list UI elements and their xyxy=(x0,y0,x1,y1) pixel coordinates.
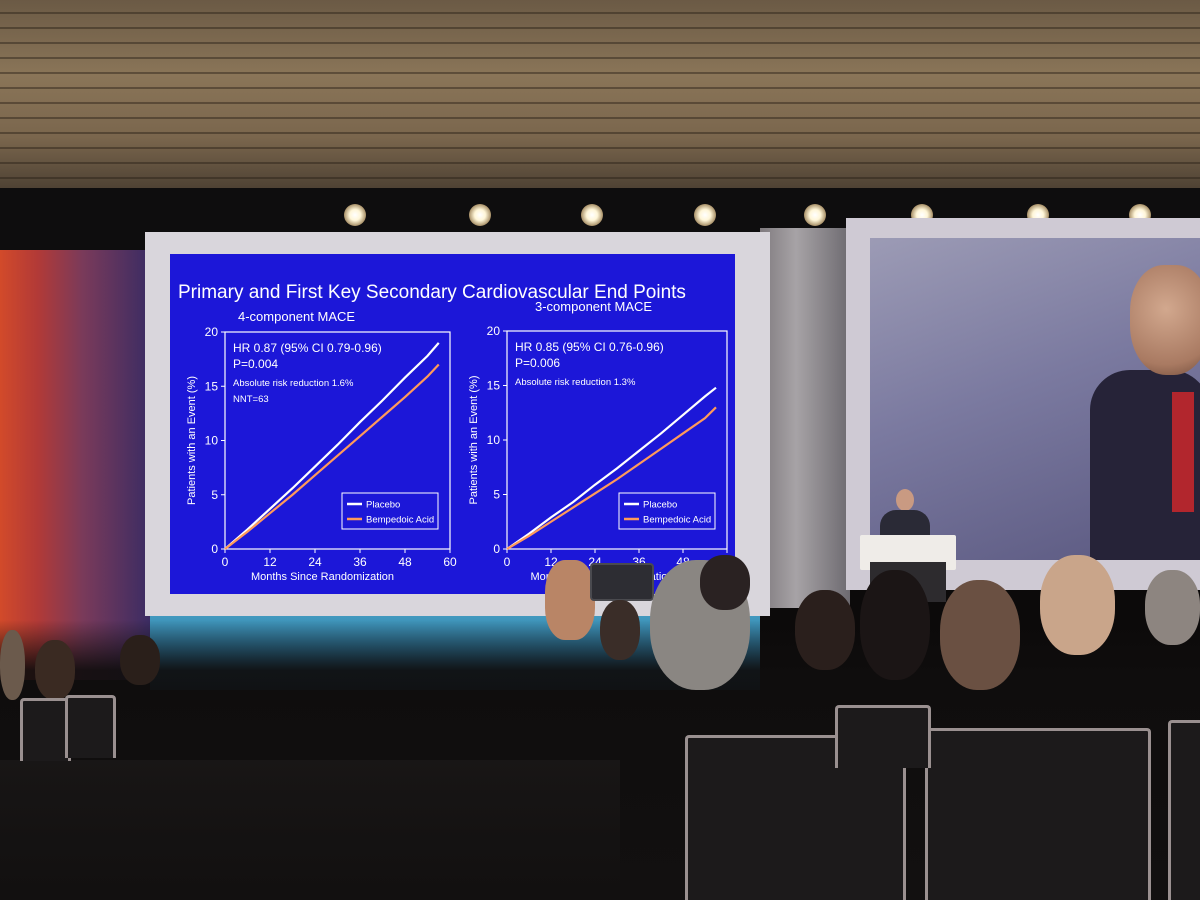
audience-head xyxy=(860,570,930,680)
chart-svg: 0 12 24 36 48 60 0 5 10 15 20 Months Since Randomiz… xyxy=(186,325,457,583)
chart-annotation: HR 0.87 (95% CI 0.79-0.96) xyxy=(233,341,382,355)
presentation-slide: Primary and First Key Secondary Cardiova… xyxy=(170,254,735,594)
chair xyxy=(20,698,71,761)
spotlight xyxy=(804,204,826,226)
chair xyxy=(65,695,116,758)
chart-title: 4-component MACE xyxy=(238,309,356,324)
audience-head xyxy=(700,555,750,610)
x-tick-label: 0 xyxy=(504,555,511,569)
chart-annotation: P=0.004 xyxy=(233,357,278,371)
y-tick-label: 5 xyxy=(211,488,218,502)
y-axis-label: Patients with an Event (%) xyxy=(186,376,198,505)
chart-annotation: NNT=63 xyxy=(233,394,269,405)
presenter-head xyxy=(896,489,914,511)
y-axis-label: Patients with an Event (%) xyxy=(468,375,480,504)
x-tick-label: 0 xyxy=(222,555,229,569)
y-tick-label: 15 xyxy=(487,379,501,393)
speaker-on-screen-head xyxy=(1130,265,1200,375)
stage-drape-left xyxy=(0,250,150,680)
chart-4-component-mace: 4-component MACE 0 12 24 36 48 60 0 5 10 15 20 Mont… xyxy=(170,304,457,594)
spotlight xyxy=(344,204,366,226)
legend-label: Bempedoic Acid xyxy=(366,515,434,526)
legend-label: Placebo xyxy=(366,500,400,511)
y-tick-label: 5 xyxy=(493,488,500,502)
audience-head xyxy=(940,580,1020,690)
audience-head xyxy=(120,635,160,685)
y-tick-label: 15 xyxy=(205,379,219,393)
spotlight xyxy=(469,204,491,226)
ceiling-slat xyxy=(0,147,1200,149)
chair xyxy=(925,728,1151,900)
ceiling-slat xyxy=(0,102,1200,104)
phone-camera xyxy=(590,563,654,601)
audience-head xyxy=(0,630,25,700)
audience-head xyxy=(35,640,75,700)
y-tick-label: 0 xyxy=(493,542,500,556)
chart-annotation: HR 0.85 (95% CI 0.76-0.96) xyxy=(515,340,664,354)
series-line xyxy=(224,363,440,550)
ceiling-slat xyxy=(0,72,1200,74)
x-axis-label: Months Since Randomization xyxy=(251,571,394,583)
ceiling-slat xyxy=(0,27,1200,29)
audience-head xyxy=(1145,570,1200,645)
speaker-tie xyxy=(1172,392,1194,512)
y-tick-label: 10 xyxy=(205,434,219,448)
chart-annotation: Absolute risk reduction 1.6% xyxy=(233,378,354,389)
x-tick-label: 12 xyxy=(263,555,277,569)
y-tick-label: 0 xyxy=(211,542,218,556)
raised-hand xyxy=(545,560,595,640)
legend-label: Placebo xyxy=(643,500,677,511)
series-line xyxy=(506,386,717,550)
audience-head xyxy=(1040,555,1115,655)
x-tick-label: 48 xyxy=(398,555,412,569)
ceiling-slat xyxy=(0,12,1200,14)
ceiling-slat xyxy=(0,42,1200,44)
x-tick-label: 24 xyxy=(308,555,322,569)
stage-drape-center xyxy=(760,228,850,608)
legend-box xyxy=(341,492,439,530)
legend-box xyxy=(618,492,716,530)
series-line xyxy=(506,406,717,550)
x-tick-label: 36 xyxy=(353,555,367,569)
x-tick-label: 60 xyxy=(443,555,457,569)
y-tick-label: 20 xyxy=(487,324,501,338)
legend-label: Bempedoic Acid xyxy=(643,515,711,526)
chair xyxy=(1168,720,1200,900)
ceiling-slat xyxy=(0,177,1200,179)
chart-title: 3-component MACE xyxy=(535,299,653,314)
ceiling-slat xyxy=(0,57,1200,59)
ceiling-slat xyxy=(0,117,1200,119)
y-tick-label: 20 xyxy=(205,325,219,339)
ceiling-slat xyxy=(0,87,1200,89)
audience-head xyxy=(795,590,855,670)
audience-head xyxy=(600,600,640,660)
chart-annotation: Absolute risk reduction 1.3% xyxy=(515,377,636,388)
y-tick-label: 10 xyxy=(487,433,501,447)
spotlight xyxy=(581,204,603,226)
chair xyxy=(835,705,931,768)
spotlight xyxy=(694,204,716,226)
ceiling-slat xyxy=(0,132,1200,134)
chart-3-component-mace: 3-component MACE 0122436486005101520Mont… xyxy=(452,296,735,586)
ceiling-slat xyxy=(0,162,1200,164)
chart-annotation: P=0.006 xyxy=(515,356,560,370)
slide-title: Primary and First Key Secondary Cardiova… xyxy=(178,282,686,303)
series-line xyxy=(224,342,440,550)
